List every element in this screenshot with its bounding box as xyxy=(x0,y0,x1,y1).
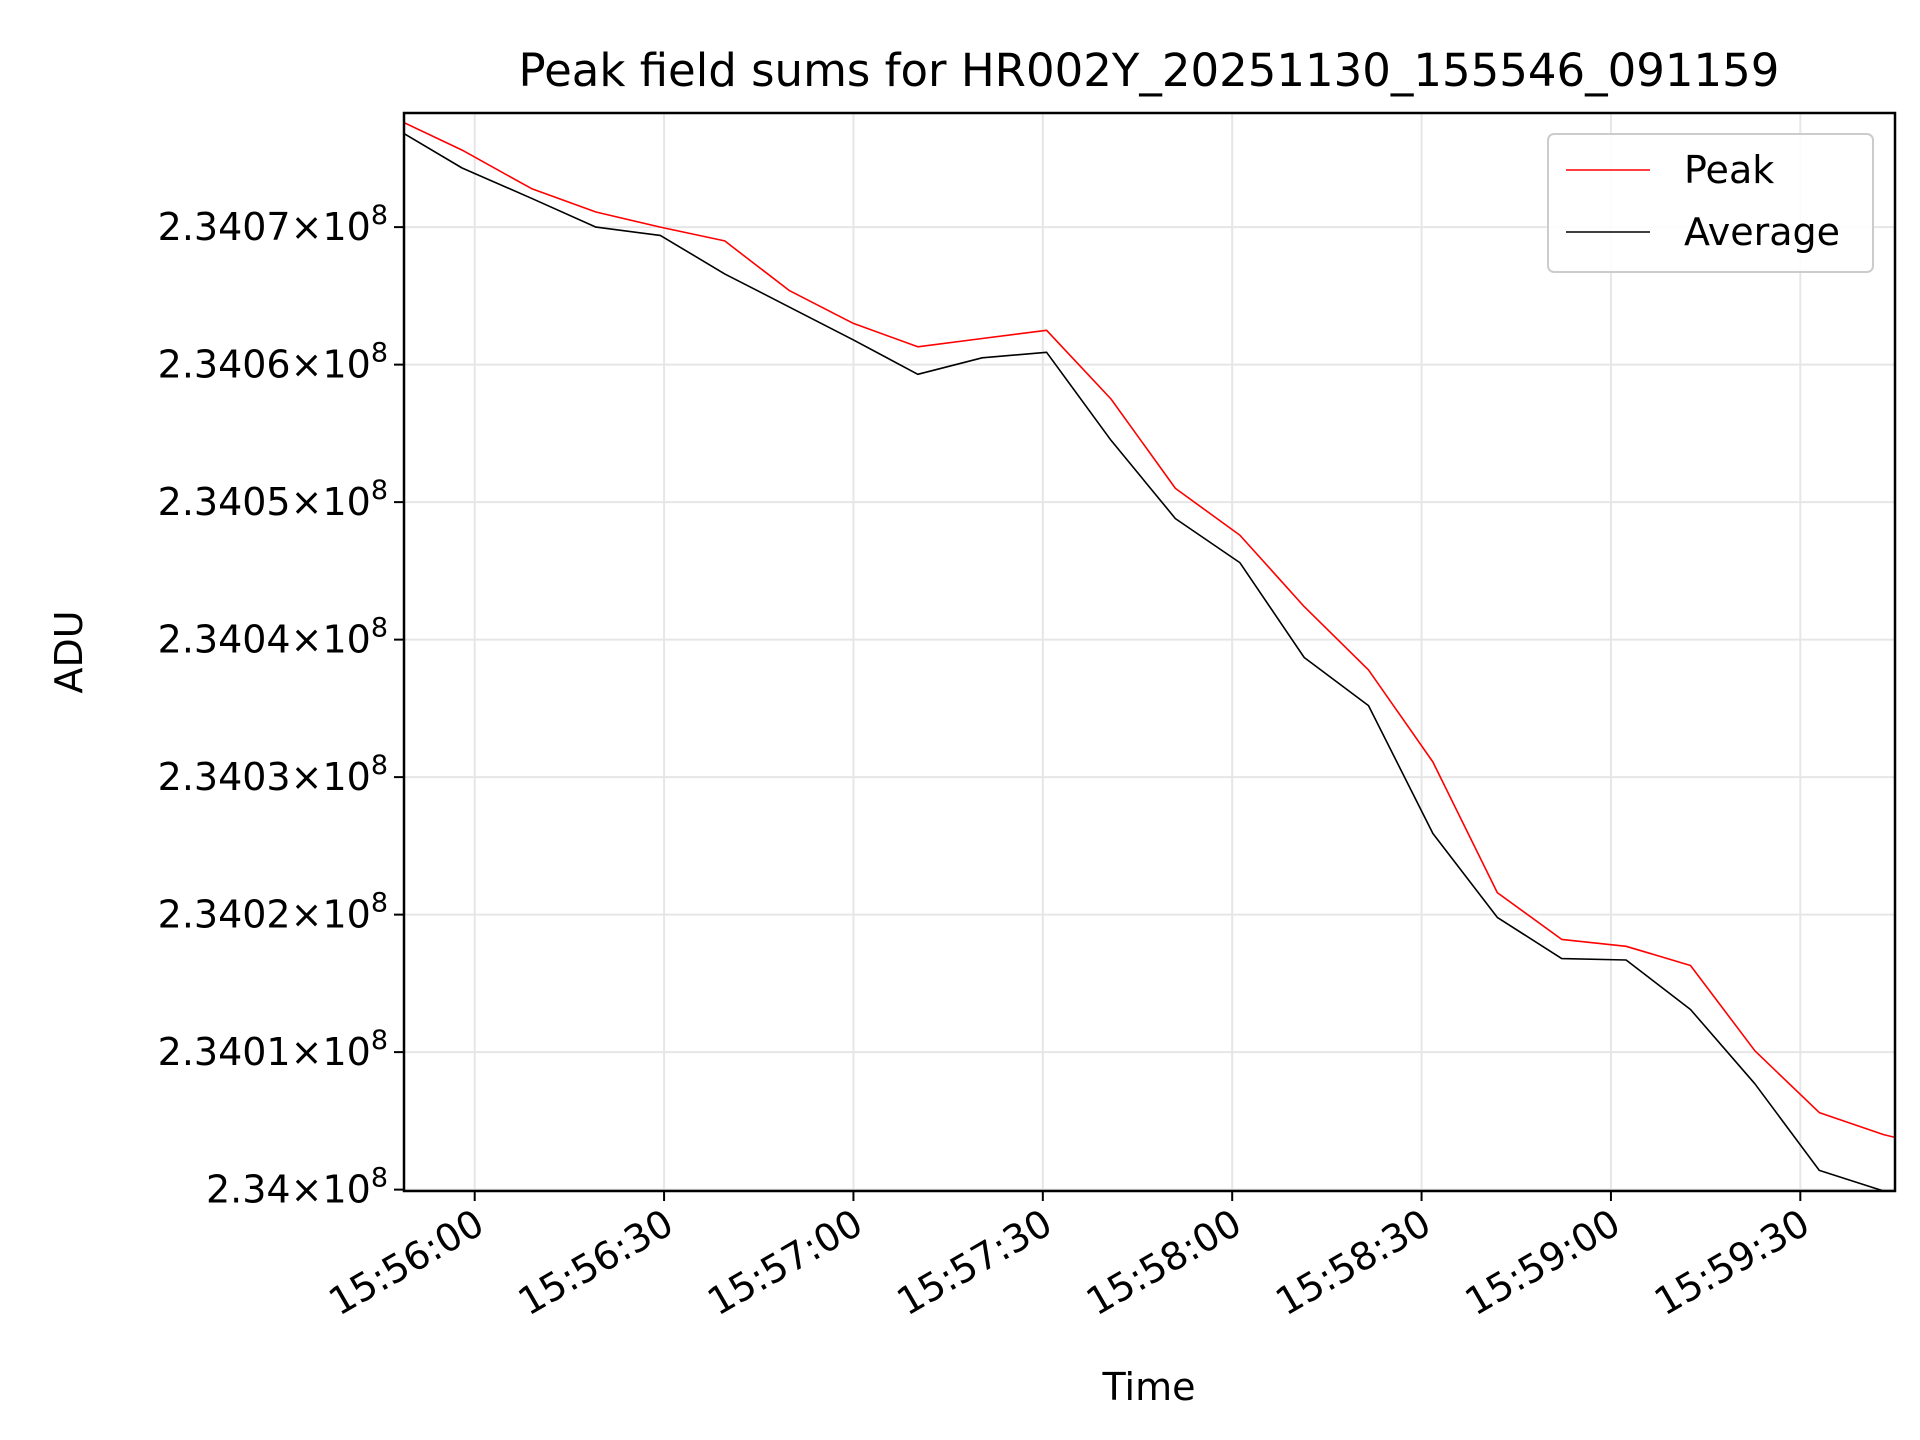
grid xyxy=(404,113,1895,1191)
y-tick-label: 2.3403×108 xyxy=(158,750,388,799)
y-tick-exponent: 8 xyxy=(371,200,388,231)
x-axis-label: Time xyxy=(1102,1365,1196,1409)
y-tick-mantissa: 2.3404 xyxy=(158,618,291,662)
y-tick-label: 2.3402×108 xyxy=(158,888,388,937)
y-tick-mantissa: 2.3402 xyxy=(158,893,291,937)
y-tick-mantissa: 2.3406 xyxy=(158,343,291,387)
legend-label-average: Average xyxy=(1684,210,1840,254)
y-tick-times: ×10 xyxy=(291,343,371,387)
y-tick-mantissa: 2.3401 xyxy=(158,1030,291,1074)
y-tick-label: 2.3404×108 xyxy=(158,613,388,662)
y-tick-exponent: 8 xyxy=(371,475,388,506)
y-tick-times: ×10 xyxy=(291,893,371,937)
legend: Peak Average xyxy=(1547,133,1874,273)
y-tick-times: ×10 xyxy=(291,755,371,799)
y-axis-ticks: 2.34×1082.3401×1082.3402×1082.3403×1082.… xyxy=(158,200,404,1212)
series-line-peak xyxy=(404,121,1895,1139)
chart-title: Peak field sums for HR002Y_20251130_1555… xyxy=(519,44,1780,97)
y-tick-exponent: 8 xyxy=(371,750,388,781)
y-tick-times: ×10 xyxy=(291,205,371,249)
legend-box xyxy=(1547,133,1874,273)
legend-label-peak: Peak xyxy=(1684,148,1774,192)
y-tick-times: ×10 xyxy=(291,618,371,662)
y-tick-exponent: 8 xyxy=(371,888,388,919)
series-line-average xyxy=(404,132,1895,1191)
y-tick-times: ×10 xyxy=(291,1168,371,1212)
y-tick-label: 2.34×108 xyxy=(206,1163,388,1212)
y-tick-mantissa: 2.3405 xyxy=(158,480,291,524)
y-tick-exponent: 8 xyxy=(371,1163,388,1194)
series-lines xyxy=(404,121,1895,1191)
y-tick-exponent: 8 xyxy=(371,613,388,644)
y-tick-label: 2.3405×108 xyxy=(158,475,388,524)
y-tick-label: 2.3407×108 xyxy=(158,200,388,249)
plot-frame xyxy=(402,111,1897,1193)
y-tick-mantissa: 2.34 xyxy=(206,1168,291,1212)
y-tick-label: 2.3401×108 xyxy=(158,1025,388,1074)
y-tick-exponent: 8 xyxy=(371,338,388,369)
y-tick-times: ×10 xyxy=(291,1030,371,1074)
y-tick-times: ×10 xyxy=(291,480,371,524)
y-tick-label: 2.3406×108 xyxy=(158,338,388,387)
y-axis-label: ADU xyxy=(47,610,91,693)
y-tick-mantissa: 2.3407 xyxy=(158,205,291,249)
y-tick-exponent: 8 xyxy=(371,1025,388,1056)
y-tick-mantissa: 2.3403 xyxy=(158,755,291,799)
